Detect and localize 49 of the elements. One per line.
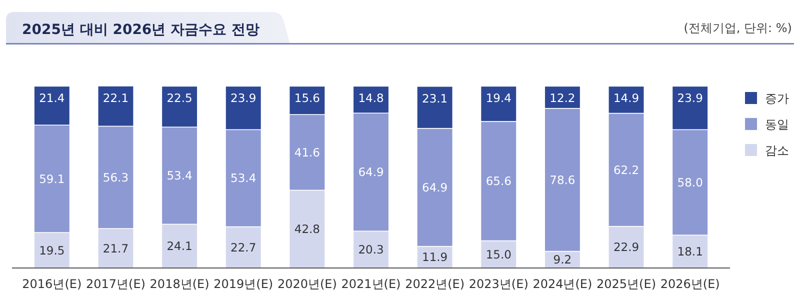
data-label: 21.4 <box>39 91 65 106</box>
legend-label: 동일 <box>765 118 789 132</box>
data-label: 42.8 <box>294 222 320 236</box>
x-tick-label: 2016년(E) <box>22 277 82 291</box>
x-tick-label: 2021년(E) <box>341 277 401 291</box>
x-tick-label: 2017년(E) <box>86 277 146 291</box>
x-tick-label: 2024년(E) <box>532 277 592 291</box>
data-label: 53.4 <box>166 168 192 183</box>
data-label: 53.4 <box>230 171 256 186</box>
data-label: 15.6 <box>294 91 320 106</box>
x-tick-label: 2020년(E) <box>277 277 337 291</box>
data-label: 59.1 <box>39 172 65 186</box>
data-label: 19.4 <box>486 91 512 106</box>
x-tick-label: 2019년(E) <box>214 277 274 291</box>
data-label: 64.9 <box>422 180 448 194</box>
data-label: 58.0 <box>677 175 703 190</box>
legend-label: 증가 <box>765 92 789 106</box>
legend-label: 감소 <box>765 144 789 158</box>
text: (전체기업, 단위: %) <box>684 21 792 35</box>
x-tick-label: 2025년(E) <box>596 277 656 291</box>
x-tick-label: 2022년(E) <box>405 277 465 291</box>
data-label: 78.6 <box>550 172 576 187</box>
data-label: 20.3 <box>358 242 384 257</box>
data-label: 23.9 <box>230 91 256 106</box>
data-label: 65.6 <box>486 174 512 188</box>
data-label: 19.5 <box>39 243 65 258</box>
data-label: 64.9 <box>358 165 384 180</box>
x-tick-label: 2026년(E) <box>660 277 720 291</box>
data-label: 22.5 <box>166 91 192 106</box>
data-label: 22.9 <box>613 240 640 254</box>
data-label: 22.7 <box>230 240 256 254</box>
data-label: 22.1 <box>102 91 129 105</box>
data-label: 23.1 <box>422 91 448 106</box>
data-label: 41.6 <box>294 145 320 160</box>
data-label: 14.9 <box>613 91 640 106</box>
data-label: 56.3 <box>102 170 129 184</box>
data-label: 15.0 <box>486 247 512 262</box>
data-label: 24.1 <box>166 239 192 254</box>
data-label: 62.2 <box>613 162 640 177</box>
x-tick-label: 2023년(E) <box>468 277 528 291</box>
data-label: 18.1 <box>677 244 703 259</box>
data-label: 23.9 <box>677 91 703 106</box>
data-label: 12.2 <box>550 91 576 106</box>
data-label: 9.2 <box>553 252 572 267</box>
x-tick-label: 2018년(E) <box>150 277 210 291</box>
chart-title: 2025년 대비 2026년 자금수요 전망 <box>22 22 260 38</box>
data-label: 21.7 <box>102 241 129 256</box>
data-label: 11.9 <box>422 250 448 264</box>
data-label: 14.8 <box>358 91 384 106</box>
